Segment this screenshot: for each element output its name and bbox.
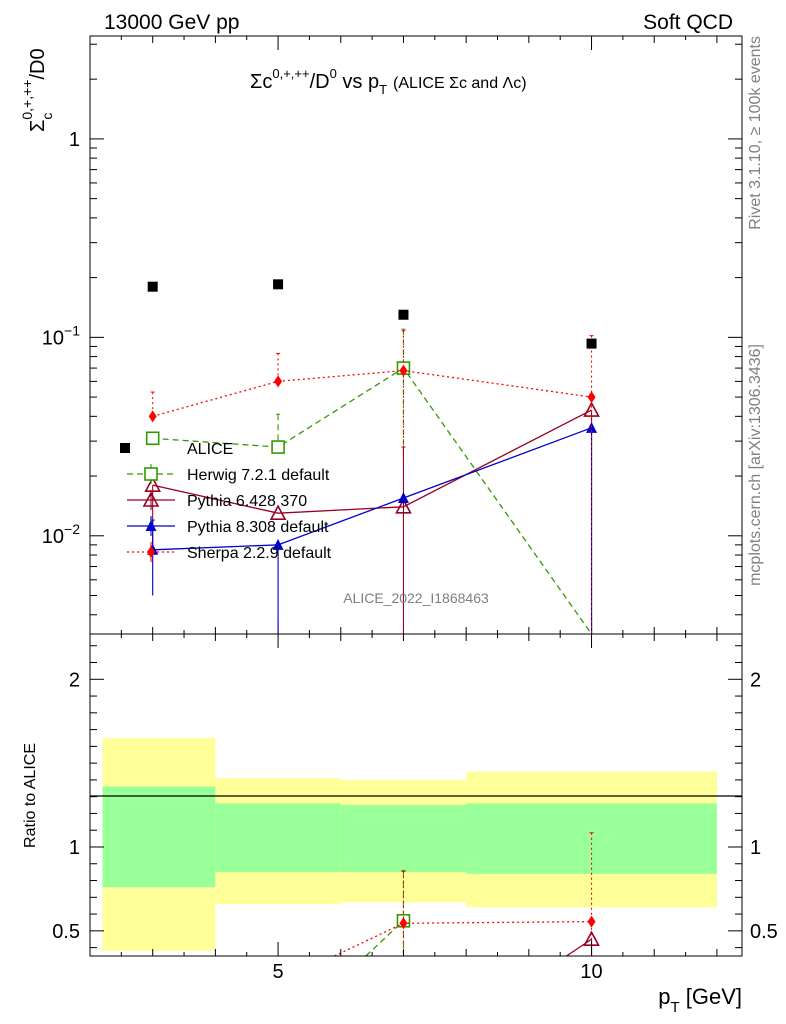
ratio-pythia-6-428-370-line xyxy=(566,938,592,957)
herwig-7-2-1-default-marker xyxy=(271,440,285,454)
alice-data-points xyxy=(147,279,597,349)
herwig-7-2-1-default-line xyxy=(152,367,593,635)
rivet-version-label: Rivet 3.1.10, ≥ 100k events xyxy=(747,36,764,230)
main-y-tick-label: 1 xyxy=(69,129,80,151)
x-tick-label: 10 xyxy=(580,961,602,983)
tick-exponent: −1 xyxy=(64,322,80,338)
main-y-tick-label: 10−2 xyxy=(42,521,80,548)
main-y-tick-label: 10−1 xyxy=(42,322,80,349)
title-t-subscript: T xyxy=(379,82,387,97)
main-plot-title: Σc0,+,++/D0 vs pT (ALICE Σc and Λc) xyxy=(250,66,527,97)
main-plot-panel: 110−110−2 Σc0,+,++/D0 vs pT (ALICE Σc and… xyxy=(19,35,743,635)
alice-point xyxy=(147,281,158,292)
ratio-y-axis-label: Ratio to ALICE xyxy=(22,743,39,848)
main-y-axis-label: Σc 0,+,++/D0 xyxy=(19,48,55,132)
pythia-8-308-default-marker xyxy=(272,538,284,550)
title-vs-pt: vs p xyxy=(337,71,379,93)
ratio-y-tick-label-left: 2 xyxy=(69,669,80,691)
ratio-y-tick-label-left: 1 xyxy=(69,837,80,859)
legend: ALICE Herwig 7.2.1 default Pythia 6.428 37… xyxy=(120,441,332,562)
title-charge-superscript: 0,+,++ xyxy=(272,66,309,81)
pythia-8-308-default-marker xyxy=(397,492,409,504)
pythia-6-428-370-marker xyxy=(395,498,412,514)
xlabel-t-subscript: T xyxy=(670,999,679,1016)
title-alice-note: (ALICE Σc and Λc) xyxy=(393,75,527,92)
sherpa-2-2-9-default-marker xyxy=(587,391,596,404)
sherpa-2-2-9-default-marker xyxy=(274,375,283,388)
pythia-6-428-370-marker xyxy=(269,504,287,520)
ratio-green-band xyxy=(102,786,216,888)
sherpa-2-2-9-default-line xyxy=(152,369,592,417)
legend-marker-pythia-6-428-370 xyxy=(142,491,160,507)
pythia-6-428-370-marker xyxy=(144,476,162,492)
legend-marker-pythia-8-308-default xyxy=(145,520,157,531)
ratio-axis-ticks: 0.5 0.5 1 1 2 2 5 10 xyxy=(52,634,778,983)
mcplots-reference-label: mcplots.cern.ch [arXiv:1306.3436] xyxy=(747,344,764,586)
main-series-layer xyxy=(144,328,600,635)
tick-exponent: −2 xyxy=(64,521,80,537)
analysis-id-label: ALICE_2022_I1868463 xyxy=(343,590,489,606)
xlabel-p: p xyxy=(658,984,670,1009)
ratio-plot-panel: 0.5 0.5 1 1 2 2 5 10 Ratio to ALICE pT [GeV] xyxy=(22,633,778,1016)
alice-point xyxy=(398,309,409,320)
ratio-sherpa-2-2-9-default-line xyxy=(334,920,592,957)
ratio-green-band xyxy=(340,805,467,873)
ylabel-charge-superscript: 0,+,++ xyxy=(19,80,35,120)
ratio-green-band xyxy=(215,803,341,873)
main-axis-ticks: 110−110−2 xyxy=(42,36,742,634)
pythia-6-428-370-marker xyxy=(583,401,600,417)
ratio-y-tick-label-right: 0.5 xyxy=(750,921,778,943)
legend-label-sherpa-2-2-9-default: Sherpa 2.2.9 default xyxy=(187,545,332,562)
herwig-7-2-1-default-marker xyxy=(145,431,160,446)
title-d-superscript: 0 xyxy=(330,66,337,81)
ratio-sherpa-2-2-9-default-marker xyxy=(587,915,596,928)
ratio-y-tick-label-right: 2 xyxy=(750,669,761,691)
ratio-y-tick-label-right: 1 xyxy=(750,837,761,859)
ylabel-c-subscript: c xyxy=(39,113,55,120)
title-sigma-c: Σc xyxy=(250,71,272,93)
legend-label-herwig-7-2-1-default: Herwig 7.2.1 default xyxy=(187,467,330,484)
tick-base: 10 xyxy=(42,526,64,548)
tick-base: 10 xyxy=(42,327,64,349)
title-d-meson: /D xyxy=(310,71,330,93)
sherpa-2-2-9-default-marker xyxy=(148,410,157,423)
legend-marker-sherpa-2-2-9-default xyxy=(147,546,155,558)
legend-label-pythia-8-308-default: Pythia 8.308 default xyxy=(187,519,329,536)
header-left-label: 13000 GeV pp xyxy=(104,11,239,34)
header-right-label: Soft QCD xyxy=(643,11,733,34)
legend-marker-herwig-7-2-1-default xyxy=(144,467,158,481)
ratio-y-tick-label-left: 0.5 xyxy=(52,921,80,943)
legend-label-pythia-6-428-370: Pythia 6.428 370 xyxy=(187,493,307,510)
x-tick-label: 5 xyxy=(273,961,284,983)
legend-marker-alice xyxy=(120,443,130,453)
pythia-6-428-370-line xyxy=(152,409,592,514)
ratio-sherpa-2-2-9-default-marker xyxy=(399,917,408,930)
alice-point xyxy=(273,279,284,290)
ylabel-ratio-tail: /D0 xyxy=(27,48,49,79)
ratio-plot-frame xyxy=(89,633,743,957)
alice-point xyxy=(586,338,597,349)
legend-label-alice: ALICE xyxy=(187,441,233,458)
x-axis-label: pT [GeV] xyxy=(658,984,742,1016)
xlabel-unit: [GeV] xyxy=(680,984,742,1009)
sherpa-2-2-9-default-marker xyxy=(399,364,408,377)
pythia-8-308-default-line xyxy=(152,427,592,551)
ylabel-sigma: Σ xyxy=(27,120,49,132)
